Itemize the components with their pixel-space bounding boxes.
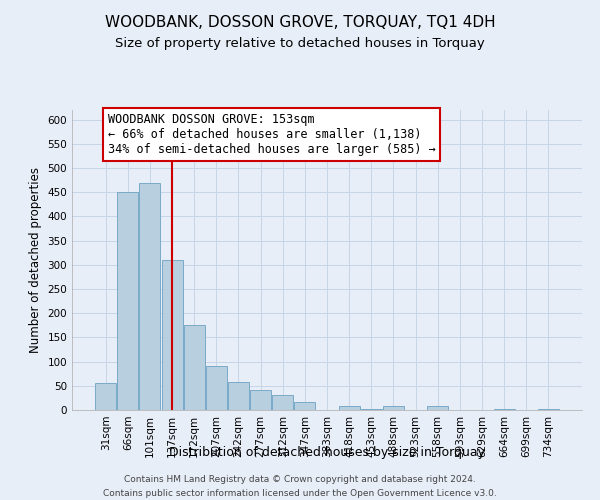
Bar: [118, 192, 139, 410]
Bar: [139, 182, 160, 410]
Bar: [383, 406, 404, 410]
Bar: [184, 326, 205, 410]
Bar: [538, 409, 559, 410]
Text: WOODBANK, DOSSON GROVE, TORQUAY, TQ1 4DH: WOODBANK, DOSSON GROVE, TORQUAY, TQ1 4DH: [104, 15, 496, 30]
Bar: [361, 409, 382, 410]
Text: Size of property relative to detached houses in Torquay: Size of property relative to detached ho…: [115, 38, 485, 51]
Bar: [206, 366, 227, 410]
Bar: [228, 382, 249, 410]
Bar: [494, 408, 515, 410]
Bar: [272, 394, 293, 410]
Text: WOODBANK DOSSON GROVE: 153sqm
← 66% of detached houses are smaller (1,138)
34% o: WOODBANK DOSSON GROVE: 153sqm ← 66% of d…: [108, 113, 436, 156]
Bar: [427, 406, 448, 410]
Text: Distribution of detached houses by size in Torquay: Distribution of detached houses by size …: [169, 446, 485, 459]
Bar: [338, 406, 359, 410]
Text: Contains HM Land Registry data © Crown copyright and database right 2024.
Contai: Contains HM Land Registry data © Crown c…: [103, 476, 497, 498]
Bar: [161, 260, 182, 410]
Bar: [250, 390, 271, 410]
Bar: [295, 402, 316, 410]
Y-axis label: Number of detached properties: Number of detached properties: [29, 167, 42, 353]
Bar: [95, 384, 116, 410]
